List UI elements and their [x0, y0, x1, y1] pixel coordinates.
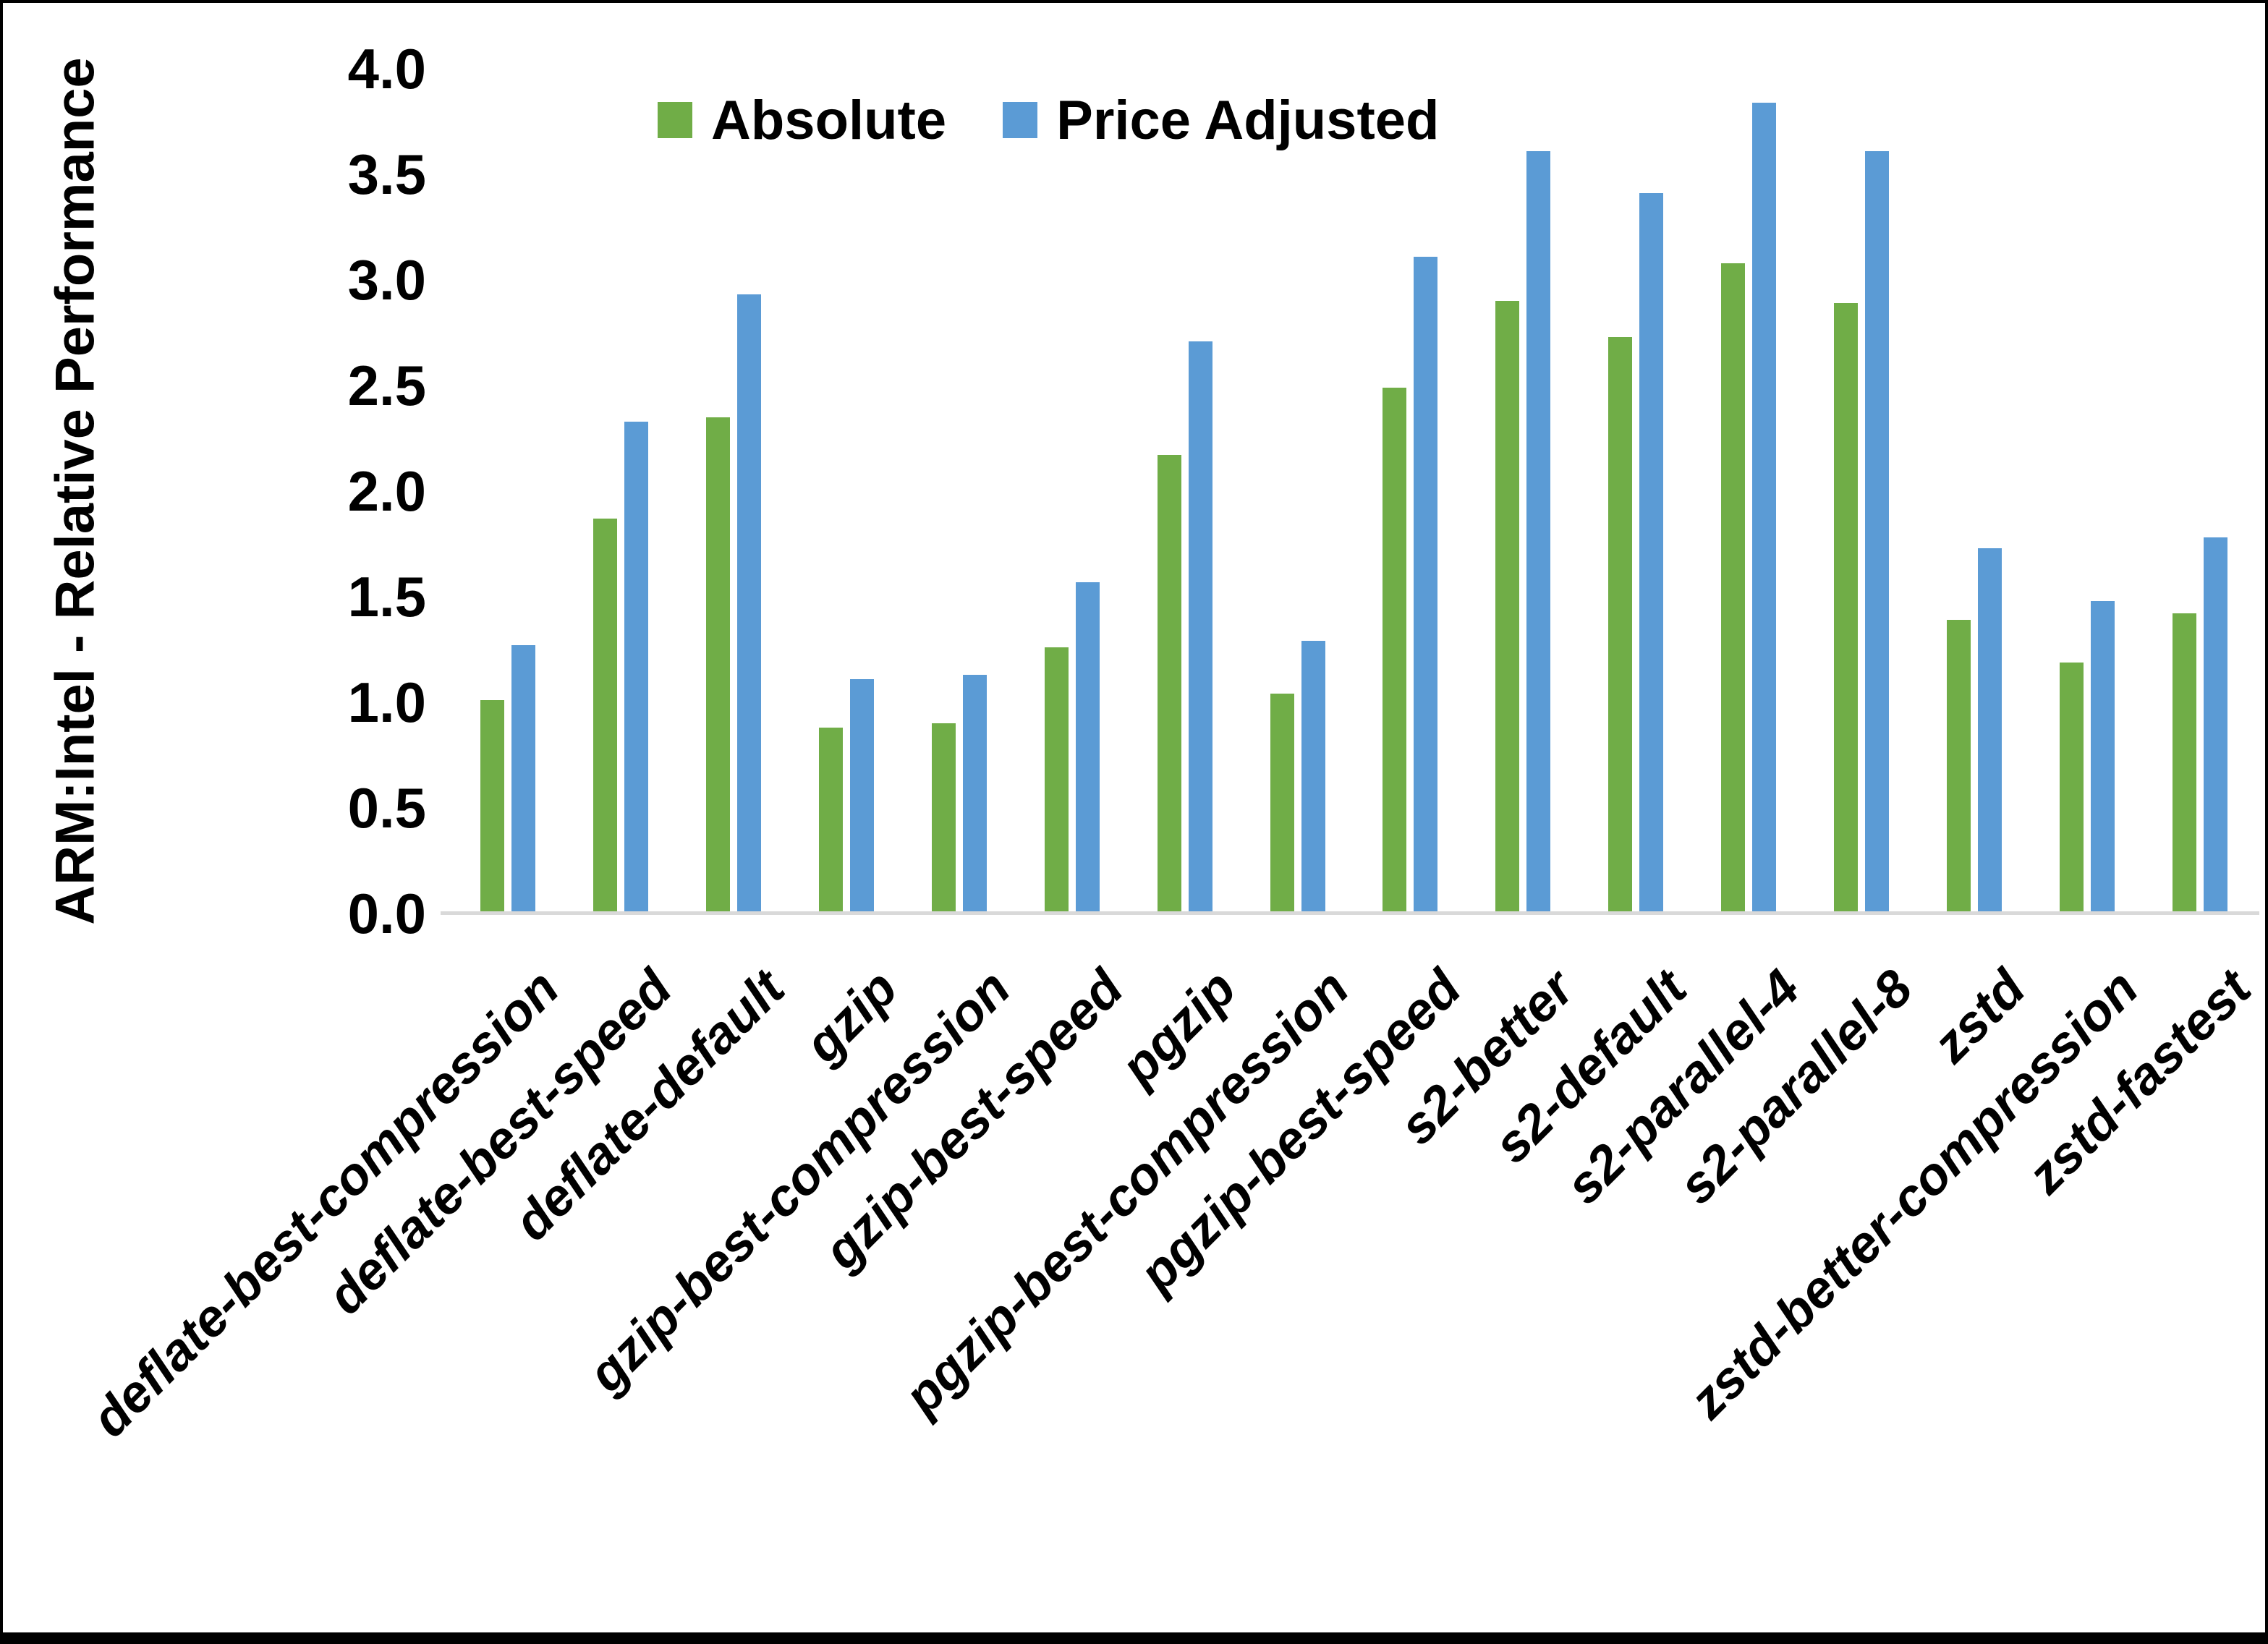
bar-price-adjusted: [1752, 103, 1776, 913]
bar-price-adjusted: [1865, 151, 1889, 913]
y-tick-label: 0.5: [347, 776, 426, 840]
bar-absolute: [2060, 663, 2084, 913]
bar-absolute: [1608, 337, 1632, 913]
bar-price-adjusted: [624, 422, 648, 913]
bar-absolute: [1495, 301, 1519, 913]
y-axis-title: ARM:Intel - Relative Performance: [44, 57, 106, 925]
bar-absolute: [1045, 647, 1069, 913]
legend-swatch-price-adjusted: [1003, 102, 1038, 138]
bar-absolute: [1383, 388, 1406, 913]
bar-absolute: [480, 700, 504, 913]
y-tick-label: 0.0: [347, 882, 426, 945]
bar-price-adjusted: [850, 679, 874, 913]
bar-price-adjusted: [963, 675, 987, 913]
bar-price-adjusted: [511, 645, 535, 913]
bar-price-adjusted: [1978, 548, 2002, 913]
bar-absolute: [1721, 263, 1745, 913]
legend-swatch-absolute: [658, 102, 692, 138]
x-axis-line: [441, 911, 2259, 915]
bar-price-adjusted: [2091, 601, 2115, 913]
legend-label-absolute: Absolute: [711, 89, 947, 151]
bar-absolute: [1834, 303, 1858, 913]
y-tick-label: 2.0: [347, 459, 426, 523]
bar-absolute: [706, 417, 730, 913]
bar-absolute: [1270, 694, 1294, 913]
bar-price-adjusted: [737, 294, 761, 913]
y-tick-label: 4.0: [347, 37, 426, 101]
y-tick-label: 1.0: [347, 670, 426, 734]
bar-absolute: [1947, 620, 1971, 913]
bar-price-adjusted: [1189, 341, 1212, 913]
y-tick-label: 1.5: [347, 565, 426, 629]
bar-absolute: [932, 723, 956, 913]
bar-price-adjusted: [1414, 257, 1437, 913]
legend: Absolute Price Adjusted: [658, 84, 1439, 156]
bar-absolute: [2173, 613, 2196, 913]
y-tick-label: 3.0: [347, 248, 426, 312]
x-category-label: deflate-best-compression: [80, 959, 570, 1449]
legend-label-price-adjusted: Price Adjusted: [1056, 89, 1440, 151]
bar-absolute: [593, 519, 617, 913]
bar-absolute: [1158, 455, 1181, 913]
bar-price-adjusted: [1076, 582, 1100, 913]
bar-price-adjusted: [1639, 193, 1663, 913]
bar-price-adjusted: [2204, 537, 2227, 913]
y-tick-label: 2.5: [347, 354, 426, 417]
bar-price-adjusted: [1301, 641, 1325, 913]
bar-price-adjusted: [1526, 151, 1550, 913]
bar-absolute: [819, 728, 843, 913]
y-tick-label: 3.5: [347, 142, 426, 206]
